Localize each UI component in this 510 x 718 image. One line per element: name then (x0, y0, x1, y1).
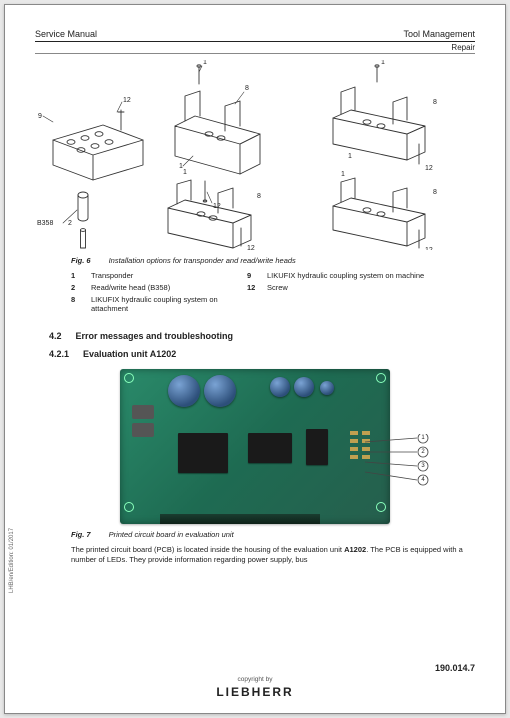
figure-7-num: Fig. 7 (71, 530, 91, 539)
legend-key: 1 (71, 271, 85, 280)
page: Service Manual Tool Management Repair (4, 4, 506, 714)
legend-val: Read/write head (B358) (91, 283, 241, 292)
pcb-board (120, 369, 390, 524)
figure-6-legend: 1 Transponder 9 LIKUFIX hydraulic coupli… (71, 271, 475, 313)
figure-6: 9 12 B358 2 (35, 60, 475, 250)
svg-text:2: 2 (68, 220, 72, 227)
svg-text:1: 1 (183, 169, 187, 176)
figure-6-num: Fig. 6 (71, 256, 91, 265)
figure-7-text: Printed circuit board in evaluation unit (109, 530, 234, 539)
svg-text:B358: B358 (37, 220, 53, 227)
subsection-title: Evaluation unit A1202 (83, 349, 176, 359)
page-header: Service Manual Tool Management (35, 29, 475, 42)
svg-text:1: 1 (381, 60, 385, 66)
page-number: 190.014.7 (435, 663, 475, 673)
section-title: Error messages and troubleshooting (76, 331, 234, 341)
svg-text:8: 8 (257, 193, 261, 200)
svg-text:1: 1 (341, 171, 345, 178)
section-4-2: 4.2 Error messages and troubleshooting (49, 331, 475, 341)
figure-7-caption: Fig. 7 Printed circuit board in evaluati… (71, 530, 475, 539)
svg-text:12: 12 (425, 247, 433, 250)
legend-val: Screw (267, 283, 437, 292)
figure-6-text: Installation options for transponder and… (109, 256, 296, 265)
copyright-label: copyright by (35, 676, 475, 683)
figure-7-callouts: 1 2 3 4 (365, 434, 435, 494)
svg-text:12: 12 (123, 97, 131, 104)
side-edition: LHB/en/Edition: 01/2017 (9, 528, 15, 593)
footer: copyright by LIEBHERR (35, 676, 475, 699)
legend-key: 9 (247, 271, 261, 280)
legend-key: 2 (71, 283, 85, 292)
figure-6-svg: 9 12 B358 2 (35, 60, 475, 250)
section-num: 4.2 (49, 331, 62, 341)
legend-val: Transponder (91, 271, 241, 280)
subsection-num: 4.2.1 (49, 349, 69, 359)
para-bold: A1202 (344, 545, 366, 554)
svg-text:8: 8 (245, 85, 249, 92)
svg-text:12: 12 (247, 245, 255, 250)
header-right: Tool Management (403, 29, 475, 39)
svg-text:8: 8 (433, 189, 437, 196)
legend-val: LIKUFIX hydraulic coupling system on att… (91, 295, 241, 313)
para-pre: The printed circuit board (PCB) is locat… (71, 545, 344, 554)
section-4-2-1: 4.2.1 Evaluation unit A1202 (49, 349, 475, 359)
legend-key: 8 (71, 295, 85, 313)
brand-logo: LIEBHERR (35, 685, 475, 699)
sub-header-text: Repair (451, 43, 475, 52)
header-left: Service Manual (35, 29, 97, 39)
figure-6-caption: Fig. 6 Installation options for transpon… (71, 256, 475, 265)
svg-text:1: 1 (203, 60, 207, 66)
legend-key: 12 (247, 283, 261, 292)
legend-val: LIKUFIX hydraulic coupling system on mac… (267, 271, 437, 280)
svg-text:9: 9 (38, 113, 42, 120)
figure-7: 1 2 3 4 (35, 369, 475, 524)
svg-text:1: 1 (348, 153, 352, 160)
sub-header: Repair (35, 43, 475, 54)
svg-text:8: 8 (433, 99, 437, 106)
body-paragraph: The printed circuit board (PCB) is locat… (71, 545, 475, 565)
svg-text:12: 12 (425, 165, 433, 172)
